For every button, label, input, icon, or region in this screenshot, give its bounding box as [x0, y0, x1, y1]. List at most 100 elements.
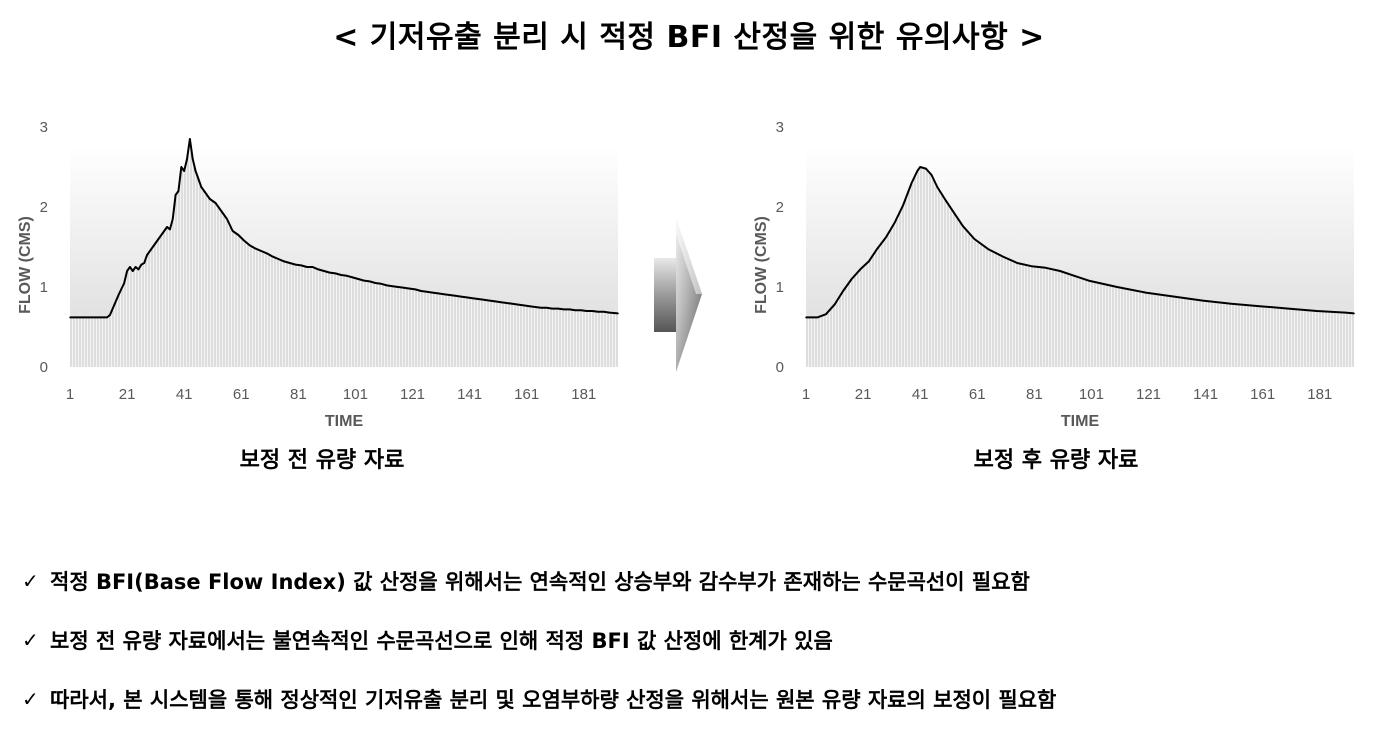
data-point: [1116, 286, 1118, 288]
data-point: [420, 290, 422, 292]
data-point: [437, 292, 439, 295]
data-point: [973, 238, 976, 240]
data-point: [936, 186, 939, 188]
data-point: [391, 285, 394, 287]
x-tick-label: 181: [571, 386, 596, 403]
data-point: [109, 314, 111, 316]
data-point: [169, 228, 171, 231]
data-point: [925, 167, 927, 170]
data-point: [617, 312, 619, 315]
data-point: [425, 291, 428, 293]
data-point: [106, 316, 108, 319]
data-point: [562, 308, 565, 311]
y-tick-label: 1: [40, 279, 48, 296]
x-tick-label: 121: [400, 386, 425, 403]
data-point: [380, 283, 382, 285]
right-arrow-icon: [654, 218, 702, 372]
x-tick-label: 1: [66, 386, 74, 403]
data-point: [953, 212, 956, 215]
y-tick-label: 0: [776, 359, 784, 376]
check-icon: ✓: [22, 687, 39, 711]
data-point: [157, 238, 160, 240]
y-tick-label: 0: [40, 359, 48, 376]
data-point: [876, 247, 879, 250]
data-point: [200, 186, 203, 188]
data-point: [408, 287, 411, 290]
x-tick-label: 181: [1307, 386, 1332, 403]
data-point: [183, 170, 185, 172]
data-point: [580, 309, 582, 311]
data-point: [494, 300, 497, 303]
x-tick-label: 81: [290, 386, 307, 403]
data-point: [585, 310, 588, 312]
x-tick-label: 61: [233, 386, 250, 403]
data-point: [825, 313, 827, 315]
x-tick-label: 101: [343, 386, 368, 403]
data-point: [237, 234, 240, 236]
data-point: [171, 218, 174, 220]
data-point: [174, 194, 177, 196]
y-axis-title: FLOW (CMS): [17, 216, 34, 314]
data-point: [511, 303, 514, 305]
data-point: [602, 311, 605, 313]
y-tick-label: 2: [776, 199, 784, 216]
data-point: [471, 297, 474, 299]
data-point: [488, 299, 491, 302]
data-point: [1087, 279, 1090, 282]
data-point: [340, 274, 342, 276]
data-point: [271, 255, 274, 258]
x-tick-label: 161: [1250, 386, 1275, 403]
x-tick-label: 41: [912, 386, 929, 403]
data-point: [134, 266, 137, 268]
data-point: [357, 278, 360, 280]
data-point: [123, 282, 126, 284]
x-tick-label: 121: [1136, 386, 1161, 403]
data-point: [214, 202, 217, 204]
data-point: [591, 310, 594, 312]
flow-series-line: [806, 166, 1355, 319]
data-point: [945, 199, 947, 202]
data-point: [517, 303, 519, 306]
x-tick-label: 41: [176, 386, 193, 403]
data-point: [1002, 255, 1004, 258]
data-point: [540, 307, 542, 309]
data-point: [962, 225, 964, 227]
data-point: [177, 190, 180, 192]
note-text: 적정 BFI(Base Flow Index) 값 산정을 위해서는 연속적인 …: [50, 570, 1030, 594]
y-tick-label: 3: [776, 119, 784, 136]
data-point: [528, 305, 531, 307]
data-point: [597, 311, 599, 313]
x-axis-title: TIME: [325, 413, 364, 430]
data-point: [266, 252, 268, 255]
note-text: 보정 전 유량 자료에서는 불연속적인 수문곡선으로 인해 적정 BFI 값 산…: [50, 629, 833, 653]
data-point: [1316, 310, 1318, 312]
data-point: [414, 288, 417, 291]
note-item: ✓ 따라서, 본 시스템을 통해 정상적인 기저유출 분리 및 오염부하량 산정…: [22, 684, 1362, 714]
data-point: [1144, 291, 1147, 294]
y-tick-label: 3: [40, 119, 48, 136]
data-point: [220, 210, 223, 212]
data-point: [160, 234, 163, 236]
data-point: [334, 272, 337, 275]
data-point: [545, 307, 548, 309]
data-point: [1016, 262, 1019, 264]
data-point: [454, 295, 457, 297]
data-point: [448, 294, 451, 296]
data-point: [1073, 275, 1076, 277]
data-point: [243, 239, 245, 242]
data-point: [574, 309, 576, 311]
data-point: [294, 263, 297, 266]
y-tick-label: 1: [776, 279, 784, 296]
data-point: [842, 290, 844, 292]
data-point: [816, 316, 819, 319]
data-point: [226, 218, 228, 220]
y-tick-label: 2: [40, 199, 48, 216]
data-point: [368, 280, 371, 283]
data-point: [231, 230, 234, 232]
note-item: ✓ 보정 전 유량 자료에서는 불연속적인 수문곡선으로 인해 적정 BFI 값…: [22, 625, 1362, 655]
x-tick-label: 21: [119, 386, 136, 403]
data-point: [323, 270, 325, 272]
data-point: [893, 222, 896, 224]
data-point: [117, 294, 120, 296]
data-point: [805, 316, 807, 319]
